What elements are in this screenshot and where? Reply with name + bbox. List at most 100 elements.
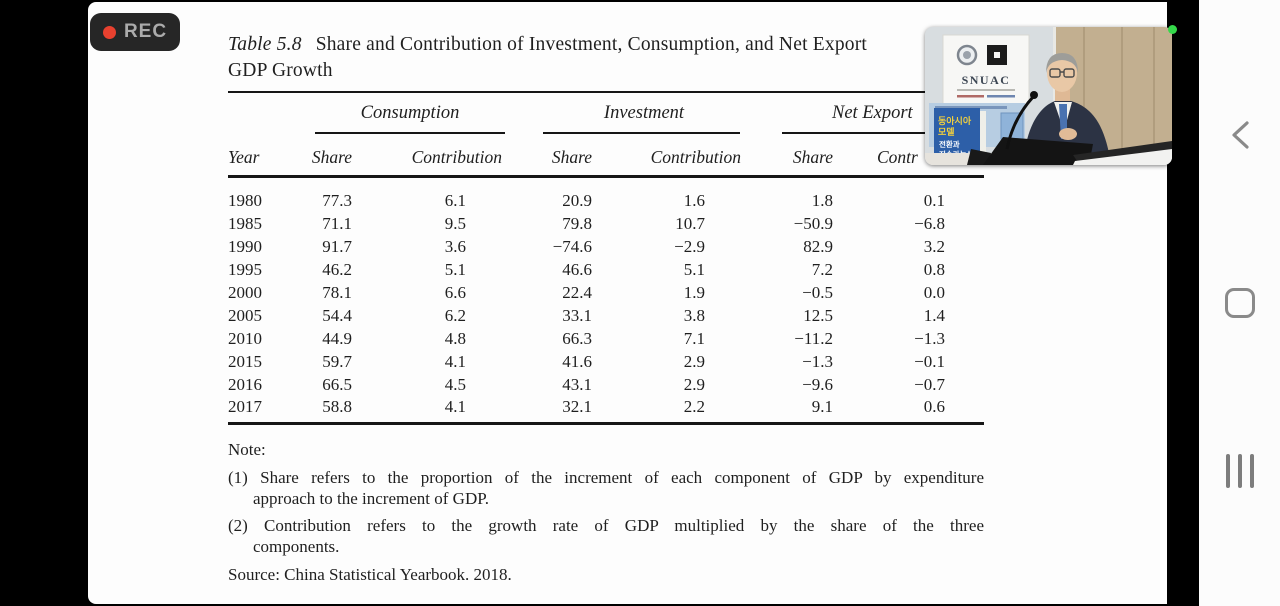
book-title-line-2: 모델 (938, 126, 955, 137)
table-cell: −0.5 (802, 283, 833, 302)
table-cell: 3.2 (923, 237, 945, 257)
table-cell: −0.7 (914, 374, 945, 394)
group-header-investment: Investment (603, 103, 685, 123)
table-cell: −0.1 (914, 351, 945, 371)
table-cell: 82.9 (803, 237, 833, 257)
table-cell: 2.9 (683, 351, 705, 371)
table-row: 2010 44.9 4.8 66.3 7.1 −11.2 −1.3 (228, 327, 984, 350)
slide-title-text: Share and Contribution of Investment, Co… (315, 34, 868, 55)
note-2-line-2: components. (253, 537, 340, 556)
table-cell: 58.8 (322, 397, 352, 417)
table-row: 2016 66.5 4.5 43.1 2.9 −9.6 −0.7 (228, 373, 984, 396)
table-cell: 91.7 (322, 237, 352, 257)
table-cell: 32.1 (562, 397, 592, 417)
table-cell: 2016 (228, 374, 262, 394)
table-cell: −6.8 (914, 214, 945, 234)
presenter-pip-video[interactable]: SNUAC 동아시아 모델 전환과 지속가능성 (925, 27, 1172, 165)
table-cell: 46.2 (322, 260, 352, 280)
table-cell: 0.0 (923, 283, 945, 302)
column-header-share-net-export: Share (792, 147, 833, 167)
recents-icon (1225, 454, 1254, 488)
column-header-contribution-consumption: Contribution (411, 147, 502, 167)
table-cell: 77.3 (322, 191, 352, 211)
table-cell: 20.9 (562, 191, 592, 211)
table-cell: 71.1 (322, 214, 352, 234)
table-cell: −74.6 (552, 237, 592, 257)
table-row: 2005 54.4 6.2 33.1 3.8 12.5 1.4 (228, 304, 984, 327)
recording-badge: REC (90, 13, 180, 51)
table-cell: 79.8 (562, 214, 592, 234)
table-cell: 2005 (228, 305, 262, 325)
table-cell: 0.8 (923, 260, 945, 280)
table-cell: 46.6 (562, 260, 592, 280)
table-cell: 41.6 (562, 351, 592, 371)
banner-stand-edge (1053, 27, 1056, 157)
table-cell: 2.2 (683, 397, 705, 417)
book-title-line-1: 동아시아 (938, 115, 972, 126)
consumption-underline (315, 132, 505, 134)
group-header-net-export: Net Export (832, 103, 913, 123)
slide-title-line2: GDP Growth (228, 60, 333, 81)
table-cell: 33.1 (562, 305, 592, 325)
recording-dot-icon (102, 25, 116, 39)
table-cell: 4.1 (444, 397, 466, 417)
table-cell: 0.1 (923, 191, 945, 211)
table-cell: 43.1 (562, 374, 592, 394)
table-cell: 6.1 (444, 191, 466, 211)
table-cell: 4.8 (444, 328, 466, 348)
home-button[interactable] (1199, 268, 1280, 338)
net-export-underline (782, 132, 964, 134)
lectern-top (983, 137, 1093, 165)
table-cell: −11.2 (794, 328, 833, 348)
back-button[interactable] (1199, 100, 1280, 170)
hand (1059, 128, 1077, 140)
presentation-slide: Table 5.8 Share and Contribution of Inves… (88, 2, 1167, 604)
table-cell: 54.4 (322, 305, 352, 325)
recording-label: REC (123, 21, 168, 42)
snuac-logo-text: SNUAC (962, 73, 1011, 87)
table-cell: 2000 (228, 283, 262, 302)
table-cell: 9.5 (444, 214, 466, 234)
table-bottom-rule (228, 422, 984, 425)
table-cell: 4.1 (444, 351, 466, 371)
table-row: 1985 71.1 9.5 79.8 10.7 −50.9 −6.8 (228, 213, 984, 236)
table-cell: 2017 (228, 397, 262, 417)
column-header-contribution-investment: Contribution (650, 147, 741, 167)
note-1-line-2: approach to the increment of GDP. (253, 489, 490, 508)
table-cell: 1.8 (811, 191, 833, 211)
book-title-line-3: 전환과 (939, 139, 960, 149)
table-cell: −1.3 (914, 328, 945, 348)
table-cell: 5.1 (444, 260, 466, 280)
chevron-left-icon (1231, 121, 1249, 149)
table-cell: 44.9 (322, 328, 352, 348)
table-cell: 1.4 (923, 305, 945, 325)
column-header-year: Year (228, 147, 260, 167)
table-row: 2017 58.8 4.1 32.1 2.2 9.1 0.6 (228, 396, 984, 419)
table-cell: 5.1 (683, 260, 705, 280)
table-row: 1990 91.7 3.6 −74.6 −2.9 82.9 3.2 (228, 236, 984, 259)
table-body: 1980 77.3 6.1 20.9 1.6 1.8 0.1 1985 71.1 9.5 79.8 1… (228, 190, 984, 419)
note-label: Note: (228, 440, 266, 459)
dark-object (967, 149, 991, 165)
table-subheader-row: Year Share Contribution Share Contributi… (228, 147, 984, 168)
source-line: Source: China Statistical Yearbook. 2018… (228, 565, 512, 584)
book-pages (979, 111, 986, 165)
table-cell: 22.4 (562, 283, 592, 302)
table-cell: 0.6 (923, 397, 945, 417)
column-header-contribution-net-export: Contr (877, 147, 918, 167)
column-header-share-investment: Share (551, 147, 592, 167)
table-header-rule (228, 175, 984, 178)
table-cell: 7.1 (683, 328, 705, 348)
table-cell: 10.7 (675, 214, 705, 234)
table-cell: 1.9 (683, 283, 705, 302)
table-cell: 2015 (228, 351, 262, 371)
table-cell: 3.8 (683, 305, 705, 325)
table-cell: −9.6 (802, 374, 833, 394)
recents-button[interactable] (1199, 436, 1280, 506)
table-cell: 1995 (228, 260, 262, 280)
table-cell: −2.9 (674, 237, 705, 257)
table-cell: −1.3 (802, 351, 833, 371)
table-cell: 6.2 (444, 305, 466, 325)
microphone-icon (1005, 95, 1035, 150)
note-2-line-1: (2) Contribution refers to the growth ra… (228, 516, 984, 535)
